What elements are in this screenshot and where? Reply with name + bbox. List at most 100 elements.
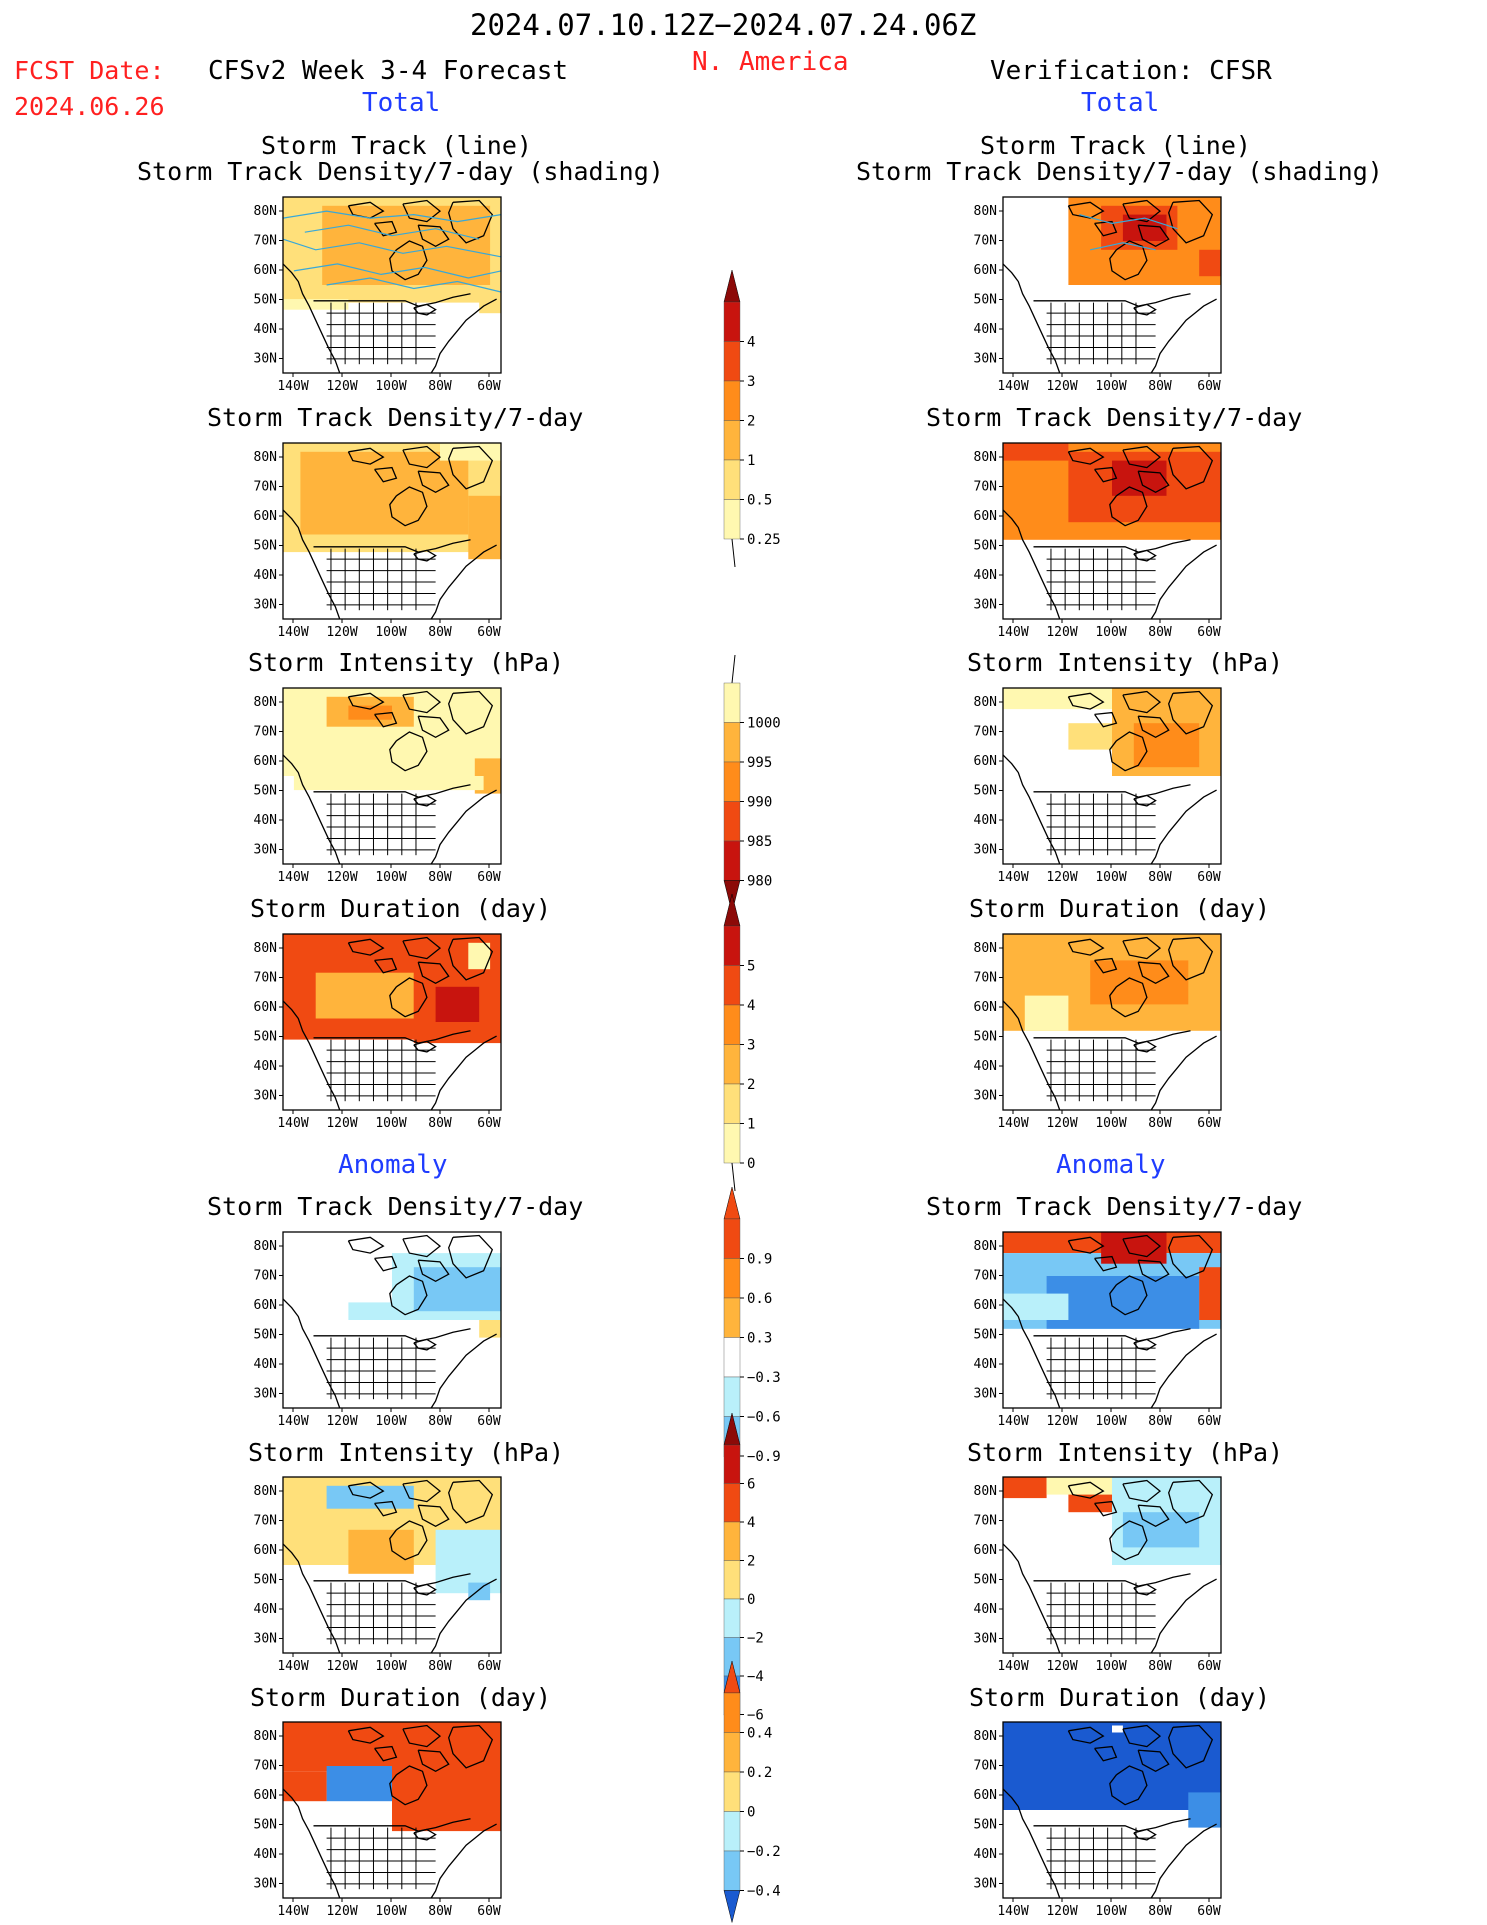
west-coast bbox=[282, 1543, 341, 1654]
arctic-island bbox=[448, 1234, 494, 1279]
arctic-island bbox=[1067, 1726, 1105, 1744]
lat-label: 40N bbox=[254, 1059, 277, 1074]
west-coast bbox=[1002, 754, 1061, 865]
lon-label: 120W bbox=[1046, 1116, 1077, 1131]
arctic-island bbox=[417, 961, 450, 985]
west-coast bbox=[1002, 1788, 1061, 1899]
arctic-island bbox=[417, 1504, 450, 1528]
arctic-island bbox=[374, 711, 398, 728]
arctic-island bbox=[1137, 961, 1170, 985]
arctic-island bbox=[1137, 715, 1170, 739]
hudson-bay bbox=[1109, 240, 1148, 281]
hudson-bay bbox=[1109, 486, 1148, 527]
great-lakes bbox=[413, 1338, 437, 1351]
lon-label: 100W bbox=[1095, 1116, 1126, 1131]
lat-label: 70N bbox=[974, 971, 997, 986]
shade-cell bbox=[1122, 214, 1167, 241]
arctic-island bbox=[374, 957, 398, 974]
lon-label: 100W bbox=[1095, 625, 1126, 640]
lon-label: 100W bbox=[1095, 1659, 1126, 1674]
arctic-island bbox=[347, 1726, 385, 1744]
lat-label: 30N bbox=[254, 1387, 277, 1402]
lon-label: 80W bbox=[428, 1904, 452, 1919]
fcst-date-label: FCST Date: bbox=[14, 56, 165, 85]
east-coast bbox=[1150, 544, 1217, 620]
storm-track-line bbox=[282, 238, 502, 258]
lat-label: 50N bbox=[254, 293, 277, 308]
lat-label: 70N bbox=[974, 1269, 997, 1284]
arctic-island bbox=[374, 1500, 398, 1517]
colorbar-label: 0.2 bbox=[747, 1765, 772, 1781]
east-coast bbox=[1150, 1333, 1217, 1409]
lon-label: 100W bbox=[375, 1904, 406, 1919]
lon-label: 80W bbox=[428, 379, 452, 394]
lon-label: 120W bbox=[1046, 625, 1077, 640]
west-coast bbox=[282, 1788, 341, 1899]
lon-label: 80W bbox=[1148, 625, 1172, 640]
lon-label: 80W bbox=[1148, 1659, 1172, 1674]
lat-label: 70N bbox=[974, 234, 997, 249]
lat-label: 40N bbox=[974, 1059, 997, 1074]
lat-label: 80N bbox=[974, 1729, 997, 1744]
verification-title: Verification: CFSR bbox=[990, 56, 1272, 86]
arctic-island bbox=[402, 690, 442, 714]
arctic-island bbox=[347, 692, 385, 710]
coastlines bbox=[1002, 690, 1217, 865]
shade-cell bbox=[1024, 995, 1069, 1031]
colorbar-label: 0 bbox=[747, 1805, 755, 1821]
lon-label: 120W bbox=[1046, 1414, 1077, 1429]
lon-label: 140W bbox=[277, 1659, 308, 1674]
colorbar-segment bbox=[723, 1376, 741, 1417]
hudson-bay bbox=[389, 240, 428, 281]
lon-label: 60W bbox=[477, 1116, 501, 1131]
colorbar-label: 985 bbox=[747, 834, 772, 850]
colorbar-bottom-tail bbox=[731, 538, 736, 568]
arctic-island bbox=[1067, 692, 1105, 710]
hudson-bay bbox=[389, 1275, 428, 1316]
vf-track-title-2: Storm Track Density/7-day (shading) bbox=[856, 157, 1383, 186]
lat-label: 60N bbox=[974, 263, 997, 278]
colorbar-bottom-tail bbox=[731, 1162, 736, 1192]
shade-cell bbox=[1133, 723, 1200, 768]
east-coast bbox=[1150, 789, 1217, 865]
lat-label: 50N bbox=[974, 1328, 997, 1343]
lat-label: 50N bbox=[254, 1818, 277, 1833]
great-lakes bbox=[1133, 794, 1157, 807]
colorbar-segment bbox=[723, 925, 741, 966]
us-canada-border bbox=[1033, 1030, 1191, 1044]
colorbar-segment bbox=[723, 1732, 741, 1773]
colorbar-segment bbox=[723, 499, 741, 540]
west-coast bbox=[282, 1298, 341, 1409]
colorbar-label: 1 bbox=[747, 453, 755, 469]
lat-label: 60N bbox=[974, 1000, 997, 1015]
us-canada-border bbox=[1033, 539, 1191, 553]
lon-label: 120W bbox=[326, 625, 357, 640]
colorbar-segment bbox=[723, 1521, 741, 1561]
arctic-island bbox=[1168, 445, 1214, 490]
shade-cell bbox=[283, 299, 349, 310]
vf-density-title: Storm Track Density/7-day bbox=[926, 403, 1303, 432]
lat-label: 50N bbox=[254, 539, 277, 554]
colorbar-label: 0.9 bbox=[747, 1252, 772, 1268]
lon-label: 80W bbox=[428, 1414, 452, 1429]
lon-label: 140W bbox=[277, 625, 308, 640]
hudson-bay bbox=[389, 731, 428, 772]
storm-tracks bbox=[1079, 214, 1178, 251]
great-lakes bbox=[1133, 1040, 1157, 1053]
east-coast bbox=[430, 789, 497, 865]
shade-cell bbox=[293, 776, 484, 791]
shade-cell bbox=[315, 972, 414, 1019]
lat-label: 70N bbox=[974, 1514, 997, 1529]
colorbar-label: 4 bbox=[747, 998, 755, 1014]
arctic-island bbox=[417, 1259, 450, 1283]
colorbar-label: 5 bbox=[747, 959, 755, 975]
lat-label: 80N bbox=[254, 450, 277, 465]
lat-label: 30N bbox=[974, 1877, 997, 1892]
fc-track-title-2: Storm Track Density/7-day (shading) bbox=[137, 157, 664, 186]
shade-cell bbox=[468, 1582, 491, 1601]
colorbar-segment bbox=[723, 459, 741, 500]
arctic-island bbox=[417, 224, 450, 248]
lat-label: 80N bbox=[254, 695, 277, 710]
